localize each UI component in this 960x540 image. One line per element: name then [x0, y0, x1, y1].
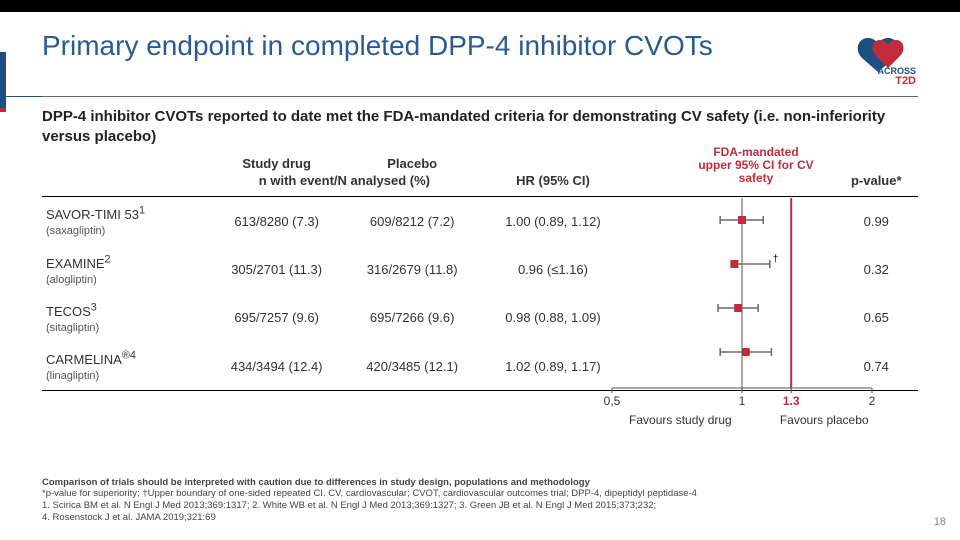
- footnote-4: 4. Rosenstock J et al. JAMA 2019;321:69: [42, 512, 918, 524]
- fda-ci-label: FDA-mandated upper 95% CI for CV safety: [696, 146, 816, 186]
- title-underline: [42, 96, 918, 97]
- footnotes: Comparison of trials should be interpret…: [42, 477, 918, 525]
- left-accent-red: [0, 108, 6, 112]
- hdr-placebo: Placebo: [344, 152, 480, 173]
- hdr-pvalue: p-value*: [835, 173, 918, 197]
- page-number: 18: [934, 516, 946, 528]
- svg-text:0,5: 0,5: [604, 394, 621, 408]
- hdr-study-drug: Study drug: [209, 152, 345, 173]
- svg-text:Favours study drug: Favours study drug: [629, 413, 732, 427]
- subheading: DPP-4 inhibitor CVOTs reported to date m…: [42, 107, 918, 146]
- brand-logo: ACROSS T2D: [848, 30, 918, 86]
- page-title: Primary endpoint in completed DPP-4 inhi…: [42, 30, 713, 62]
- top-black-bar: [0, 0, 960, 12]
- content-area: DPP-4 inhibitor CVOTs reported to date m…: [0, 97, 960, 391]
- svg-text:†: †: [773, 254, 779, 265]
- footnote-3: 1. Scirica BM et al. N Engl J Med 2013;3…: [42, 500, 918, 512]
- footnote-2: *p-value for superiority; †Upper boundar…: [42, 488, 918, 500]
- footnote-1: Comparison of trials should be interpret…: [42, 477, 918, 489]
- svg-text:2: 2: [869, 394, 876, 408]
- hdr-hr: HR (95% CI): [480, 173, 626, 197]
- svg-text:Favours placebo: Favours placebo: [780, 413, 869, 427]
- left-accent-blue: [0, 52, 6, 112]
- header: Primary endpoint in completed DPP-4 inhi…: [0, 12, 960, 92]
- svg-text:1: 1: [739, 394, 746, 408]
- hdr-n-analysed: n with event/N analysed (%): [209, 173, 480, 197]
- brand-text-2: T2D: [895, 75, 916, 86]
- forest-plot: † 0,5 1 1.3 2 Favours study drug Favours place…: [602, 198, 882, 434]
- svg-text:1.3: 1.3: [783, 394, 800, 408]
